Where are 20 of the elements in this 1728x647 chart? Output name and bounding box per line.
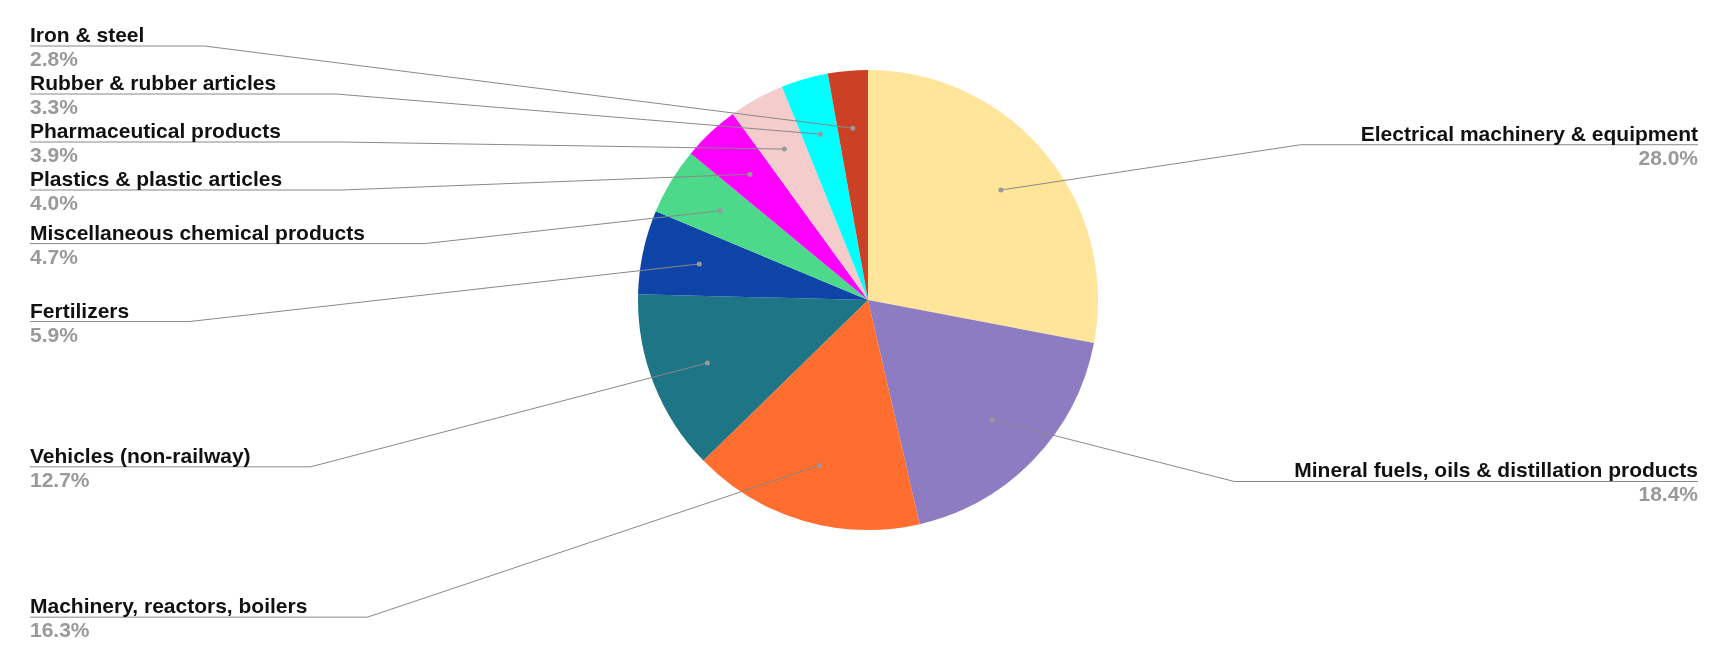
slice-label: Electrical machinery & equipment	[1360, 121, 1698, 145]
slice-label: Fertilizers	[30, 298, 130, 322]
slice-label: Plastics & plastic articles	[30, 167, 283, 190]
slice-label: Pharmaceutical products	[30, 119, 281, 142]
slice-label: Iron & steel	[30, 23, 145, 46]
data-label: 2.8%	[30, 47, 79, 70]
data-label: 28.0%	[1638, 145, 1699, 169]
slice-label: Vehicles (non-railway)	[30, 443, 251, 467]
slice-label: Machinery, reactors, boilers	[30, 594, 308, 618]
data-label: 12.7%	[30, 467, 90, 491]
data-label: 4.7%	[30, 244, 79, 268]
data-label: 16.3%	[30, 618, 90, 642]
slice-label: Rubber & rubber articles	[30, 71, 277, 94]
data-label: 5.9%	[30, 322, 79, 346]
slice-label: Mineral fuels, oils & distillation products	[1294, 458, 1698, 482]
data-label: 3.9%	[30, 143, 79, 166]
data-label: 3.3%	[30, 95, 79, 118]
slice-label: Miscellaneous chemical products	[30, 220, 365, 244]
data-label: 4.0%	[30, 191, 79, 214]
data-label: 18.4%	[1638, 482, 1699, 506]
